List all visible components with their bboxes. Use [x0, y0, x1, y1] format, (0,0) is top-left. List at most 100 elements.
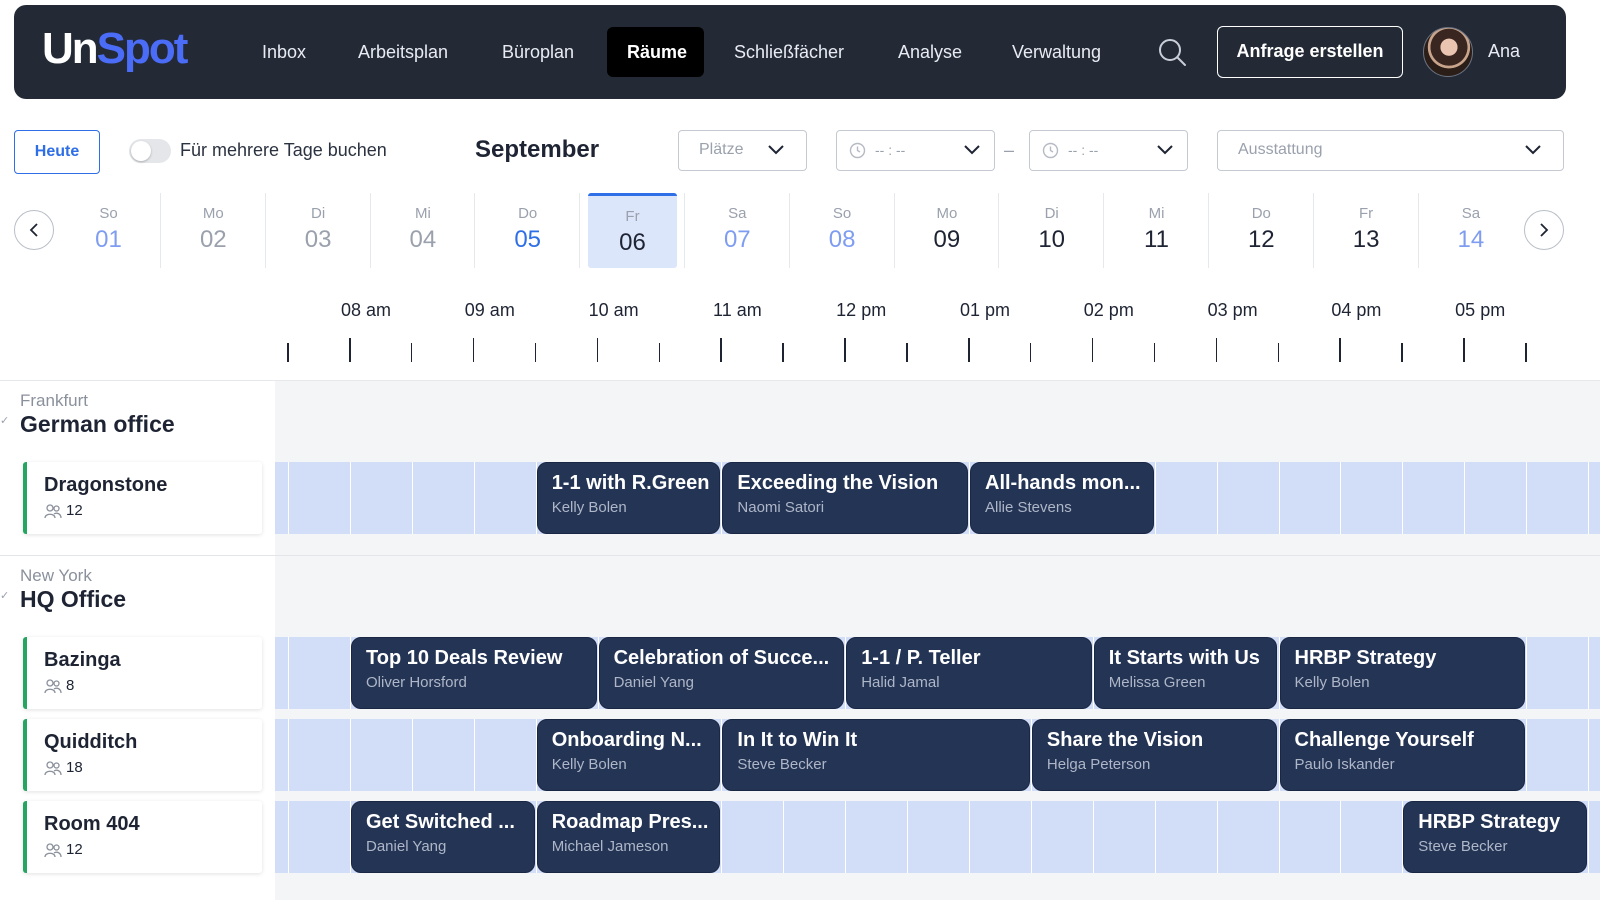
- timeline-slot-divider: [473, 462, 475, 534]
- date-09[interactable]: Mo 09: [902, 193, 991, 268]
- timeline-slot-divider: [473, 719, 475, 791]
- search-icon[interactable]: [1157, 37, 1189, 69]
- booking-event[interactable]: Celebration of Succe... Daniel Yang: [598, 637, 845, 709]
- hour-tick: [844, 338, 846, 362]
- nav-schliessfaecher[interactable]: Schließfächer: [734, 42, 845, 62]
- today-button[interactable]: Heute: [14, 130, 100, 174]
- axis-divider: [0, 380, 1600, 381]
- event-title: 1-1 with R.Green: [551, 472, 710, 494]
- booking-event[interactable]: All-hands mon... Allie Stevens: [970, 462, 1154, 534]
- nav-bueroplan[interactable]: Büroplan: [502, 42, 575, 62]
- timeline-slot-divider: [1030, 719, 1032, 791]
- event-title: It Starts with Us: [1108, 647, 1260, 669]
- booking-event[interactable]: Share the Vision Helga Peterson: [1031, 719, 1278, 791]
- room-timeline-track[interactable]: Get Switched ... Daniel Yang Roadmap Pres.…: [275, 801, 1600, 873]
- booking-event[interactable]: Get Switched ... Daniel Yang: [351, 801, 535, 873]
- time-to-select[interactable]: -- : --: [1029, 130, 1188, 171]
- day-number: 02: [199, 226, 227, 253]
- event-title: In It to Win It: [737, 729, 858, 751]
- previous-days-button[interactable]: [14, 210, 54, 250]
- places-select[interactable]: Plätze: [678, 130, 807, 171]
- day-number: 01: [95, 226, 122, 253]
- booking-event[interactable]: In It to Win It Steve Becker: [722, 719, 1030, 791]
- timeline-slot-divider: [1588, 719, 1589, 791]
- event-title: Share the Vision: [1046, 729, 1204, 751]
- equipment-select[interactable]: Ausstattung: [1217, 130, 1564, 171]
- month-title: September: [475, 136, 600, 163]
- next-days-button[interactable]: [1524, 210, 1564, 250]
- timeline-slot-divider: [1278, 462, 1280, 534]
- hour-tick: [720, 338, 722, 362]
- nav-arbeitsplan[interactable]: Arbeitsplan: [358, 42, 449, 62]
- people-icon: [44, 678, 62, 694]
- day-number: 07: [723, 226, 751, 253]
- hour-tick: [968, 338, 970, 362]
- date-05[interactable]: Do 05: [483, 193, 572, 268]
- location-city: Frankfurt: [20, 391, 89, 410]
- timeline-slot-divider: [1278, 637, 1280, 709]
- multi-day-toggle[interactable]: [129, 139, 171, 163]
- date-separator: [579, 193, 581, 268]
- booking-event[interactable]: It Starts with Us Melissa Green: [1093, 637, 1278, 709]
- time-to-placeholder: -- : --: [1068, 142, 1099, 158]
- event-owner: Halid Jamal: [861, 674, 940, 691]
- date-12[interactable]: Do 12: [1217, 193, 1306, 268]
- half-hour-tick: [410, 343, 413, 362]
- booking-event[interactable]: Onboarding N... Kelly Bolen: [536, 719, 721, 791]
- timeline-slot-divider: [288, 462, 290, 534]
- nav-raeume[interactable]: Räume: [607, 27, 704, 77]
- half-hour-tick: [782, 343, 784, 362]
- booking-event[interactable]: HRBP Strategy Kelly Bolen: [1279, 637, 1526, 709]
- hour-tick: [472, 338, 475, 362]
- nav-analyse[interactable]: Analyse: [898, 42, 963, 62]
- hour-label: 04 pm: [1331, 300, 1382, 320]
- timeline-slot-divider: [1154, 462, 1156, 534]
- booking-event[interactable]: Top 10 Deals Review Oliver Horsford: [351, 637, 597, 709]
- booking-event[interactable]: 1-1 with R.Green Kelly Bolen: [536, 462, 721, 534]
- room-timeline-track[interactable]: Onboarding N... Kelly Bolen In It to Win I…: [275, 719, 1600, 791]
- date-08[interactable]: So 08: [798, 193, 887, 268]
- room-card-bazinga[interactable]: Bazinga 8: [23, 637, 262, 709]
- timeline-slot-divider: [350, 801, 351, 873]
- timeline-slot-divider: [597, 637, 599, 709]
- date-13[interactable]: Fr 13: [1322, 193, 1411, 268]
- event-owner: Allie Stevens: [985, 499, 1072, 516]
- date-10[interactable]: Di 10: [1007, 193, 1096, 268]
- booking-event[interactable]: HRBP Strategy Steve Becker: [1403, 801, 1587, 873]
- collapse-chevron-icon[interactable]: ✓: [0, 590, 10, 602]
- date-03[interactable]: Di 03: [274, 193, 363, 268]
- timeline-slot-divider: [845, 637, 847, 709]
- date-04[interactable]: Mi 04: [378, 193, 467, 268]
- user-avatar[interactable]: [1423, 27, 1473, 77]
- day-number: 12: [1247, 226, 1275, 253]
- timeline-slot-divider: [1526, 462, 1528, 534]
- room-card-quidditch[interactable]: Quidditch 18: [23, 719, 262, 791]
- nav-verwaltung[interactable]: Verwaltung: [1012, 42, 1102, 62]
- day-number: 10: [1038, 226, 1066, 253]
- event-owner: Melissa Green: [1108, 674, 1206, 691]
- event-title: Get Switched ...: [366, 811, 515, 833]
- user-name[interactable]: Ana: [1488, 41, 1521, 61]
- date-07[interactable]: Sa 07: [693, 193, 782, 268]
- room-card-room-404[interactable]: Room 404 12: [23, 801, 262, 873]
- date-11[interactable]: Mi 11: [1112, 193, 1201, 268]
- date-01[interactable]: So 01: [64, 193, 153, 268]
- room-timeline-track[interactable]: 1-1 with R.Green Kelly Bolen Exceeding the…: [275, 462, 1600, 534]
- date-06[interactable]: Fr 06: [588, 193, 677, 268]
- timeline-slot-divider: [1278, 719, 1280, 791]
- booking-event[interactable]: Challenge Yourself Paulo Iskander: [1279, 719, 1526, 791]
- day-number: 08: [828, 226, 856, 253]
- date-14[interactable]: Sa 14: [1426, 193, 1515, 268]
- create-request-button[interactable]: Anfrage erstellen: [1217, 26, 1403, 78]
- booking-event[interactable]: 1-1 / P. Teller Halid Jamal: [846, 637, 1092, 709]
- room-card-dragonstone[interactable]: Dragonstone 12: [23, 462, 262, 534]
- unspot-logo[interactable]: UnSpot: [42, 23, 188, 75]
- booking-event[interactable]: Roadmap Pres... Michael Jameson: [536, 801, 721, 873]
- booking-event[interactable]: Exceeding the Vision Naomi Satori: [722, 462, 968, 534]
- room-capacity: 12: [66, 502, 83, 519]
- room-timeline-track[interactable]: Top 10 Deals Review Oliver Horsford Celebr…: [275, 637, 1600, 709]
- date-02[interactable]: Mo 02: [169, 193, 258, 268]
- nav-inbox[interactable]: Inbox: [262, 42, 307, 62]
- collapse-chevron-icon[interactable]: ✓: [0, 415, 10, 427]
- time-from-select[interactable]: -- : --: [836, 130, 995, 171]
